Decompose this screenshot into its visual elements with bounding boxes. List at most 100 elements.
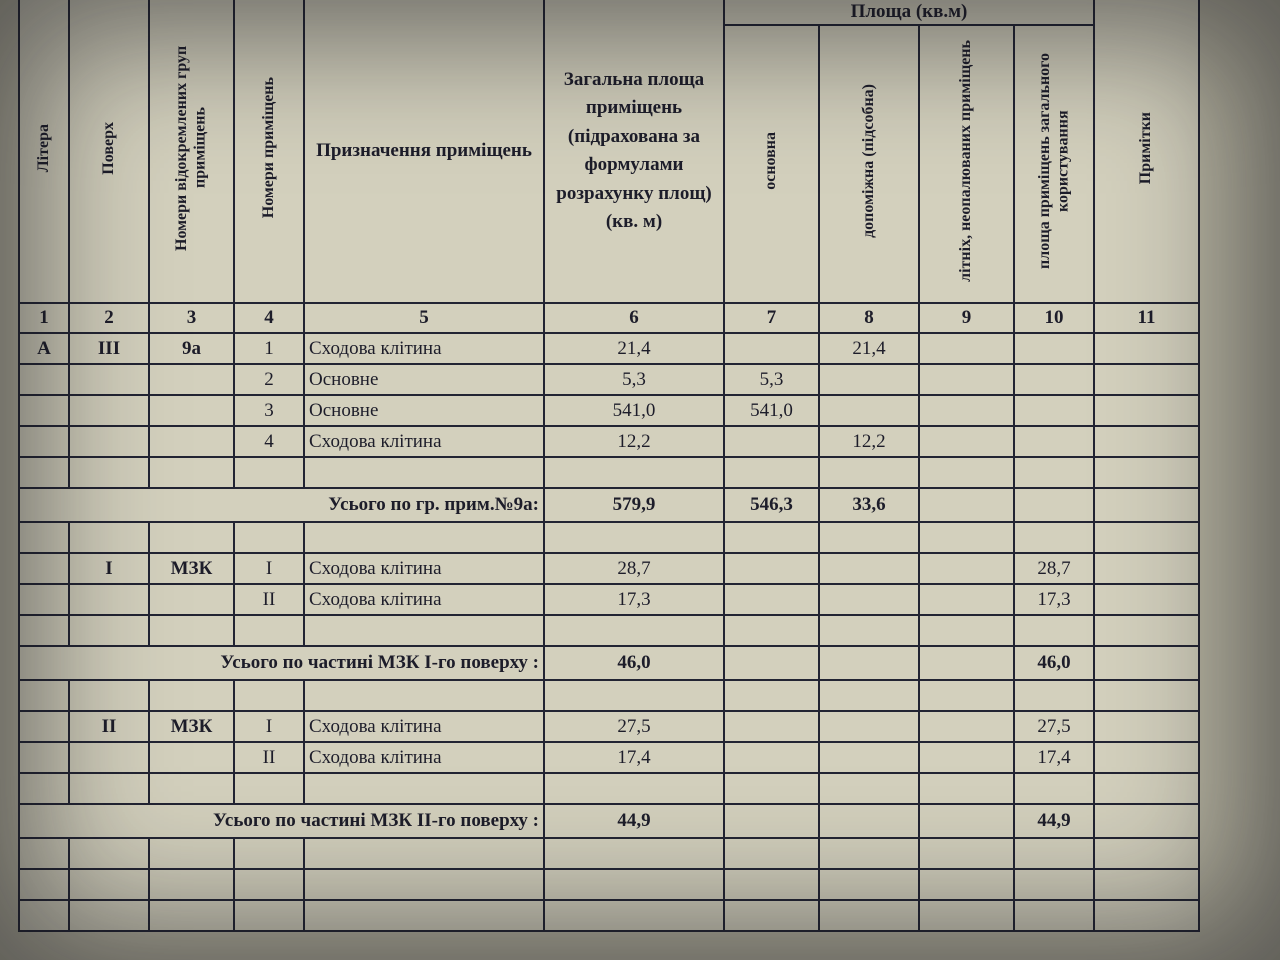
table-cell xyxy=(918,899,1015,932)
table-cell xyxy=(723,583,820,616)
table-cell xyxy=(918,332,1015,365)
table-cell xyxy=(723,332,820,365)
table-cell xyxy=(1093,679,1200,712)
table-cell xyxy=(1013,772,1095,805)
column-number: 3 xyxy=(148,302,235,334)
column-number: 1 xyxy=(18,302,70,334)
table-cell: II xyxy=(233,583,305,616)
header-common-text: площа приміщень загального користування xyxy=(1035,52,1071,270)
table-cell xyxy=(918,679,1015,712)
header-main: основна xyxy=(723,24,820,304)
total-cell: 46,0 xyxy=(1013,645,1095,681)
table-cell xyxy=(1093,456,1200,489)
header-litera-text: Літера xyxy=(34,123,52,173)
table-cell xyxy=(18,583,70,616)
table-cell: Сходова клітина xyxy=(303,332,545,365)
total-cell xyxy=(723,803,820,839)
table-cell xyxy=(1013,679,1095,712)
table-cell xyxy=(723,425,820,458)
table-cell xyxy=(18,614,70,647)
header-notes-text: Примітки xyxy=(1137,111,1155,185)
table-cell xyxy=(723,899,820,932)
table-cell xyxy=(543,772,725,805)
table-cell xyxy=(148,614,235,647)
table-cell xyxy=(723,710,820,743)
column-number: 6 xyxy=(543,302,725,334)
total-cell: 44,9 xyxy=(543,803,725,839)
table-cell xyxy=(723,552,820,585)
table-cell xyxy=(303,772,545,805)
table-row: I МЗК I Сходова клітина 28,7 28,7 xyxy=(18,552,1200,585)
table-cell xyxy=(68,521,150,554)
table-cell xyxy=(68,425,150,458)
table-cell xyxy=(1013,394,1095,427)
table-cell xyxy=(148,899,235,932)
table-row xyxy=(18,614,1200,647)
table-cell xyxy=(303,614,545,647)
table-cell xyxy=(1093,552,1200,585)
table-cell xyxy=(723,741,820,774)
table-cell: 27,5 xyxy=(543,710,725,743)
total-row: Усього по гр. прим.№9а: 579,9 546,3 33,6 xyxy=(18,487,1200,523)
table-row: 2 Основне 5,3 5,3 xyxy=(18,363,1200,396)
table-cell: 541,0 xyxy=(723,394,820,427)
header-groups-text: Номери відокремлених груп приміщень xyxy=(173,45,209,251)
table-cell: 4 xyxy=(233,425,305,458)
table-cell: 541,0 xyxy=(543,394,725,427)
table-cell: 17,3 xyxy=(543,583,725,616)
table-cell xyxy=(233,679,305,712)
table-cell xyxy=(18,837,70,870)
table-cell xyxy=(1093,583,1200,616)
header-purpose: Призначення приміщень xyxy=(303,0,545,304)
table-cell xyxy=(543,521,725,554)
header-rooms-text: Номери приміщень xyxy=(259,77,277,219)
table-cell xyxy=(1093,899,1200,932)
header-area-group: Площа (кв.м) xyxy=(723,0,1095,26)
column-number: 4 xyxy=(233,302,305,334)
table-cell xyxy=(918,583,1015,616)
table-cell: II xyxy=(68,710,150,743)
table-cell xyxy=(148,394,235,427)
table-cell xyxy=(918,837,1015,870)
header-auxiliary-text: допоміжна (підсобна) xyxy=(859,84,877,238)
header-poverkh: Поверх xyxy=(68,0,150,304)
table-cell xyxy=(148,868,235,901)
table-cell xyxy=(543,456,725,489)
table-cell xyxy=(68,899,150,932)
table-cell xyxy=(1093,614,1200,647)
table-cell xyxy=(18,521,70,554)
table-cell xyxy=(1013,868,1095,901)
table-cell xyxy=(18,899,70,932)
table-cell xyxy=(1093,868,1200,901)
table-cell xyxy=(1013,425,1095,458)
table-cell xyxy=(233,837,305,870)
table-cell: 28,7 xyxy=(1013,552,1095,585)
table-cell xyxy=(68,614,150,647)
table-cell xyxy=(818,363,920,396)
table-cell xyxy=(233,614,305,647)
total-cell xyxy=(818,645,920,681)
table-cell xyxy=(68,868,150,901)
table-cell: 27,5 xyxy=(1013,710,1095,743)
table-cell xyxy=(818,456,920,489)
total-cell: 33,6 xyxy=(818,487,920,523)
table-cell xyxy=(818,583,920,616)
table-cell: 2 xyxy=(233,363,305,396)
table-cell xyxy=(303,521,545,554)
table-cell: 21,4 xyxy=(818,332,920,365)
table-row: II Сходова клітина 17,4 17,4 xyxy=(18,741,1200,774)
table-cell xyxy=(723,772,820,805)
table-cell: 3 xyxy=(233,394,305,427)
table-cell: 28,7 xyxy=(543,552,725,585)
total-cell xyxy=(818,803,920,839)
table-cell xyxy=(303,456,545,489)
table-cell xyxy=(1093,837,1200,870)
table-cell xyxy=(918,394,1015,427)
table-cell xyxy=(68,456,150,489)
column-number: 8 xyxy=(818,302,920,334)
table-cell: Сходова клітина xyxy=(303,583,545,616)
table-row xyxy=(18,837,1200,870)
header-rooms: Номери приміщень xyxy=(233,0,305,304)
table-cell xyxy=(18,425,70,458)
total-row: Усього по частині МЗК II-го поверху :44,… xyxy=(18,803,1200,839)
